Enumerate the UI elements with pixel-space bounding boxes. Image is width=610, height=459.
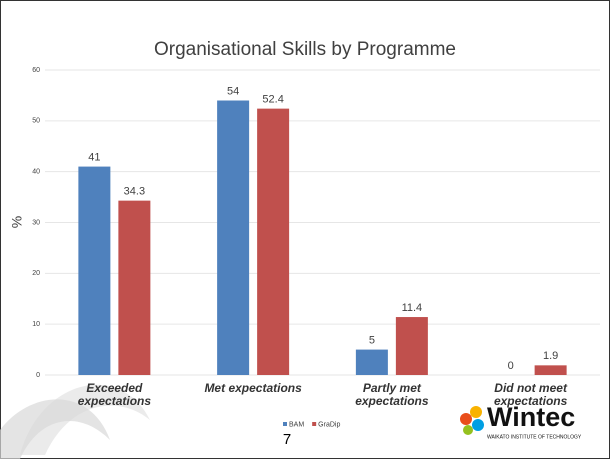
y-tick-label: 20 — [32, 270, 40, 277]
legend-label: GraDip — [318, 421, 340, 428]
logo-icon — [470, 406, 482, 418]
logo-tagline: WAIKATO INSTITUTE OF TECHNOLOGY — [487, 434, 582, 440]
y-axis-label: % — [9, 216, 25, 228]
data-label: 5 — [369, 334, 375, 346]
data-label: 0 — [508, 360, 514, 372]
bar — [534, 365, 567, 375]
data-label: 34.3 — [124, 186, 145, 198]
x-tick-label: Did not meet expectations — [493, 381, 568, 408]
bar — [118, 200, 151, 375]
logo-text: Wintec — [487, 402, 575, 432]
logo-icon — [472, 419, 484, 431]
legend-swatch — [283, 422, 287, 426]
bar — [217, 100, 250, 375]
x-tick-label: Met expectations — [204, 381, 302, 395]
y-tick-label: 40 — [32, 169, 40, 176]
data-label: 11.4 — [402, 302, 423, 314]
legend-swatch — [312, 422, 317, 426]
y-tick-label: 30 — [32, 219, 40, 226]
logo: Wintec WAIKATO INSTITUTE OF TECHNOLOGY — [460, 402, 582, 440]
data-label: 52.4 — [262, 94, 283, 106]
data-label: 54 — [227, 85, 239, 97]
decoration — [0, 399, 110, 459]
bar — [355, 349, 388, 375]
data-label: 41 — [88, 151, 100, 163]
bar — [395, 317, 428, 375]
y-tick-label: 50 — [32, 118, 40, 125]
logo-icon — [460, 413, 472, 425]
y-tick-label: 0 — [36, 372, 40, 379]
y-tick-label: 10 — [32, 321, 40, 328]
x-tick-label: Exceeded expectations — [77, 381, 152, 408]
logo-icon — [463, 425, 473, 435]
legend-label: BAM — [289, 421, 304, 428]
bar — [257, 108, 290, 375]
y-tick-label: 60 — [32, 67, 40, 74]
x-tick-label: Partly met expectations — [355, 381, 429, 408]
data-label: 1.9 — [543, 350, 558, 362]
page-number: 7 — [283, 431, 291, 448]
bar — [78, 166, 111, 375]
chart-title: Organisational Skills by Programme — [154, 39, 456, 60]
